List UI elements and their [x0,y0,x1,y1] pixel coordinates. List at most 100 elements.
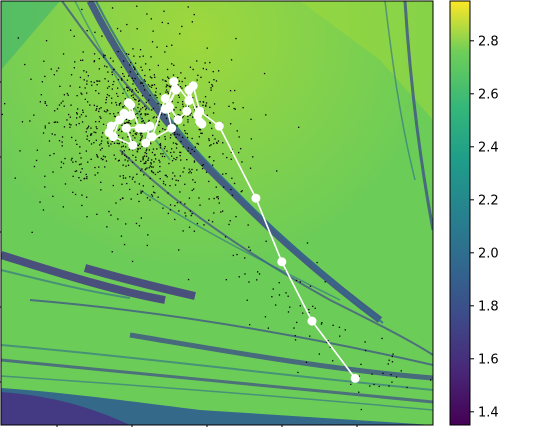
scatter-point [170,85,173,87]
scatter-point [149,142,151,144]
scatter-point [132,83,134,85]
scatter-point [216,196,218,198]
scatter-point [174,123,176,125]
scatter-point [72,161,74,163]
scatter-point [87,101,89,103]
scatter-point [84,177,86,180]
scatter-point [231,177,233,179]
scatter-point [148,119,150,122]
scatter-point [128,120,130,122]
scatter-point [241,190,243,192]
scatter-point [129,89,131,91]
trajectory-marker [184,85,194,95]
scatter-point [62,162,65,165]
scatter-point [196,222,199,225]
scatter-point [131,89,134,91]
scatter-point [189,152,192,155]
scatter-point [109,113,111,115]
scatter-point [150,166,153,168]
scatter-point [48,140,51,142]
scatter-point [211,127,213,130]
scatter-point [108,95,110,97]
scatter-point [160,104,163,106]
scatter-point [174,132,176,134]
scatter-point [185,215,187,217]
scatter-point [95,121,97,123]
scatter-point [299,305,301,307]
scatter-point [158,159,160,161]
scatter-point [176,133,178,135]
scatter-point [234,89,236,92]
trajectory-marker [106,121,116,131]
scatter-point [130,95,133,97]
scatter-point [125,146,127,148]
scatter-point [176,202,179,204]
scatter-point [234,108,236,110]
scatter-point [194,109,196,111]
scatter-point [258,273,261,275]
scatter-point [233,182,236,185]
scatter-point [165,174,167,176]
scatter-point [198,197,200,199]
scatter-point [93,81,95,84]
scatter-point [102,158,104,160]
scatter-point [187,136,189,139]
scatter-point [87,75,89,77]
scatter-point [299,281,301,283]
scatter-point [80,171,82,173]
scatter-point [187,6,189,8]
scatter-point [194,181,196,183]
scatter-point [250,118,252,120]
scatter-point [63,126,66,128]
trajectory-marker [307,316,317,326]
scatter-point [176,125,178,127]
scatter-point [138,103,140,105]
scatter-point [145,107,147,109]
scatter-point [275,304,277,306]
scatter-point [131,77,134,79]
scatter-point [222,142,224,144]
scatter-point [150,56,152,58]
scatter-point [252,156,254,158]
scatter-point [171,44,173,46]
scatter-point [39,201,41,203]
scatter-point [122,73,124,75]
scatter-point [173,64,175,66]
scatter-point [186,133,188,135]
scatter-point [157,64,159,67]
scatter-point [265,114,267,116]
scatter-point [148,149,150,151]
scatter-point [109,57,112,59]
scatter-point [96,127,98,130]
scatter-point [42,132,45,134]
scatter-point [111,97,113,99]
scatter-point [125,165,127,167]
scatter-point [52,171,54,173]
scatter-point [74,193,77,196]
scatter-point [188,168,190,170]
scatter-point [115,202,117,204]
scatter-point [121,151,123,153]
scatter-point [132,176,134,178]
scatter-point [72,175,74,177]
scatter-point [174,115,176,117]
scatter-point [164,174,166,177]
scatter-point [153,154,156,156]
scatter-point [106,96,108,99]
scatter-point [145,101,147,104]
scatter-point [131,91,133,93]
scatter-point [140,113,142,116]
scatter-point [144,74,146,77]
scatter-point [381,337,383,340]
scatter-point [89,104,91,106]
scatter-point [192,97,194,99]
scatter-point [169,185,171,187]
scatter-point [180,159,182,161]
scatter-point [179,191,181,193]
scatter-point [134,113,136,116]
scatter-point [127,87,129,89]
scatter-point [153,74,155,76]
scatter-point [55,121,57,123]
scatter-point [141,69,143,71]
scatter-point [213,160,215,162]
